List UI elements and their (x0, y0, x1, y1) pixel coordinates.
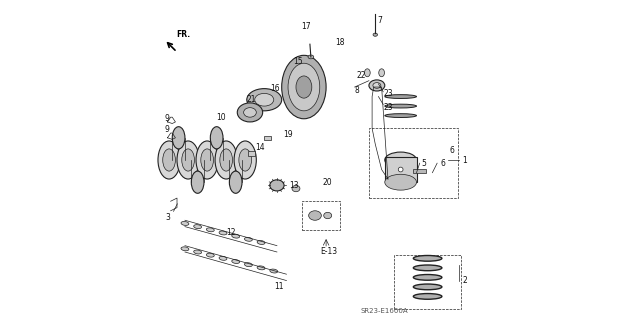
Ellipse shape (324, 212, 331, 219)
Text: 21: 21 (247, 95, 256, 104)
Bar (248, 151, 255, 156)
Ellipse shape (373, 83, 381, 88)
Bar (264, 136, 271, 140)
Bar (385, 157, 416, 182)
Ellipse shape (244, 108, 256, 117)
Ellipse shape (163, 149, 175, 171)
FancyArrowPatch shape (277, 104, 278, 105)
Ellipse shape (238, 103, 263, 122)
Text: 17: 17 (301, 22, 311, 31)
Text: 15: 15 (293, 57, 302, 66)
Ellipse shape (207, 253, 214, 257)
Ellipse shape (181, 221, 189, 225)
Text: 6: 6 (450, 146, 455, 155)
Ellipse shape (385, 114, 416, 117)
Ellipse shape (215, 141, 238, 179)
Ellipse shape (385, 152, 416, 168)
Ellipse shape (309, 211, 321, 220)
Ellipse shape (379, 69, 384, 77)
Ellipse shape (365, 69, 370, 77)
Ellipse shape (308, 55, 314, 59)
Ellipse shape (270, 269, 278, 273)
Ellipse shape (193, 225, 202, 228)
Text: 13: 13 (290, 181, 299, 190)
Ellipse shape (398, 167, 403, 172)
Ellipse shape (244, 237, 253, 241)
Ellipse shape (207, 228, 214, 232)
Ellipse shape (232, 234, 239, 238)
Ellipse shape (182, 149, 195, 171)
Ellipse shape (219, 256, 227, 260)
Ellipse shape (181, 247, 189, 251)
Ellipse shape (239, 149, 251, 171)
Ellipse shape (219, 231, 227, 235)
Ellipse shape (192, 171, 204, 193)
Bar (413, 169, 426, 173)
Ellipse shape (413, 293, 442, 299)
Ellipse shape (292, 185, 300, 192)
Ellipse shape (369, 80, 385, 91)
Text: 8: 8 (355, 86, 359, 95)
Text: 5: 5 (421, 159, 426, 168)
Ellipse shape (385, 95, 416, 99)
Ellipse shape (385, 104, 416, 108)
Text: 22: 22 (356, 71, 366, 80)
FancyArrowPatch shape (279, 97, 280, 98)
Text: 3: 3 (166, 212, 171, 222)
Ellipse shape (413, 284, 442, 290)
Bar (302, 201, 340, 230)
Ellipse shape (257, 241, 265, 244)
Ellipse shape (220, 149, 232, 171)
Ellipse shape (255, 93, 274, 106)
Text: 20: 20 (323, 178, 333, 187)
Ellipse shape (232, 260, 239, 263)
Bar (369, 128, 458, 198)
Text: 7: 7 (377, 16, 382, 25)
Ellipse shape (373, 33, 377, 36)
Ellipse shape (172, 127, 185, 149)
Ellipse shape (385, 174, 416, 190)
Ellipse shape (196, 141, 218, 179)
Ellipse shape (158, 141, 180, 179)
Ellipse shape (257, 266, 265, 270)
Ellipse shape (244, 263, 253, 267)
FancyArrowPatch shape (251, 104, 252, 105)
Text: E-13: E-13 (320, 247, 337, 257)
Ellipse shape (193, 250, 202, 254)
Text: 10: 10 (217, 113, 226, 122)
Text: 14: 14 (255, 143, 265, 152)
Text: SR23-E1600A: SR23-E1600A (361, 308, 409, 314)
Text: 6: 6 (440, 159, 445, 168)
Ellipse shape (210, 127, 223, 149)
Text: 11: 11 (274, 282, 284, 292)
Text: 18: 18 (336, 38, 345, 47)
Ellipse shape (247, 89, 282, 111)
Text: 23: 23 (383, 89, 393, 98)
Ellipse shape (413, 265, 442, 271)
Text: 9: 9 (164, 125, 169, 134)
Text: 12: 12 (226, 228, 236, 237)
Ellipse shape (201, 149, 214, 171)
Ellipse shape (282, 55, 326, 119)
Ellipse shape (288, 63, 320, 111)
Ellipse shape (234, 141, 256, 179)
FancyArrowPatch shape (248, 97, 249, 98)
Text: 19: 19 (284, 130, 293, 139)
Text: 1: 1 (462, 156, 467, 164)
Text: 16: 16 (271, 84, 280, 93)
Ellipse shape (229, 171, 242, 193)
Ellipse shape (413, 275, 442, 280)
Text: FR.: FR. (176, 30, 190, 39)
Text: 23: 23 (383, 103, 393, 112)
Ellipse shape (413, 255, 442, 261)
Ellipse shape (270, 180, 284, 191)
Text: 2: 2 (462, 276, 467, 285)
Ellipse shape (296, 76, 312, 98)
Ellipse shape (177, 141, 199, 179)
Bar (394, 255, 461, 309)
Text: 9: 9 (164, 114, 169, 123)
